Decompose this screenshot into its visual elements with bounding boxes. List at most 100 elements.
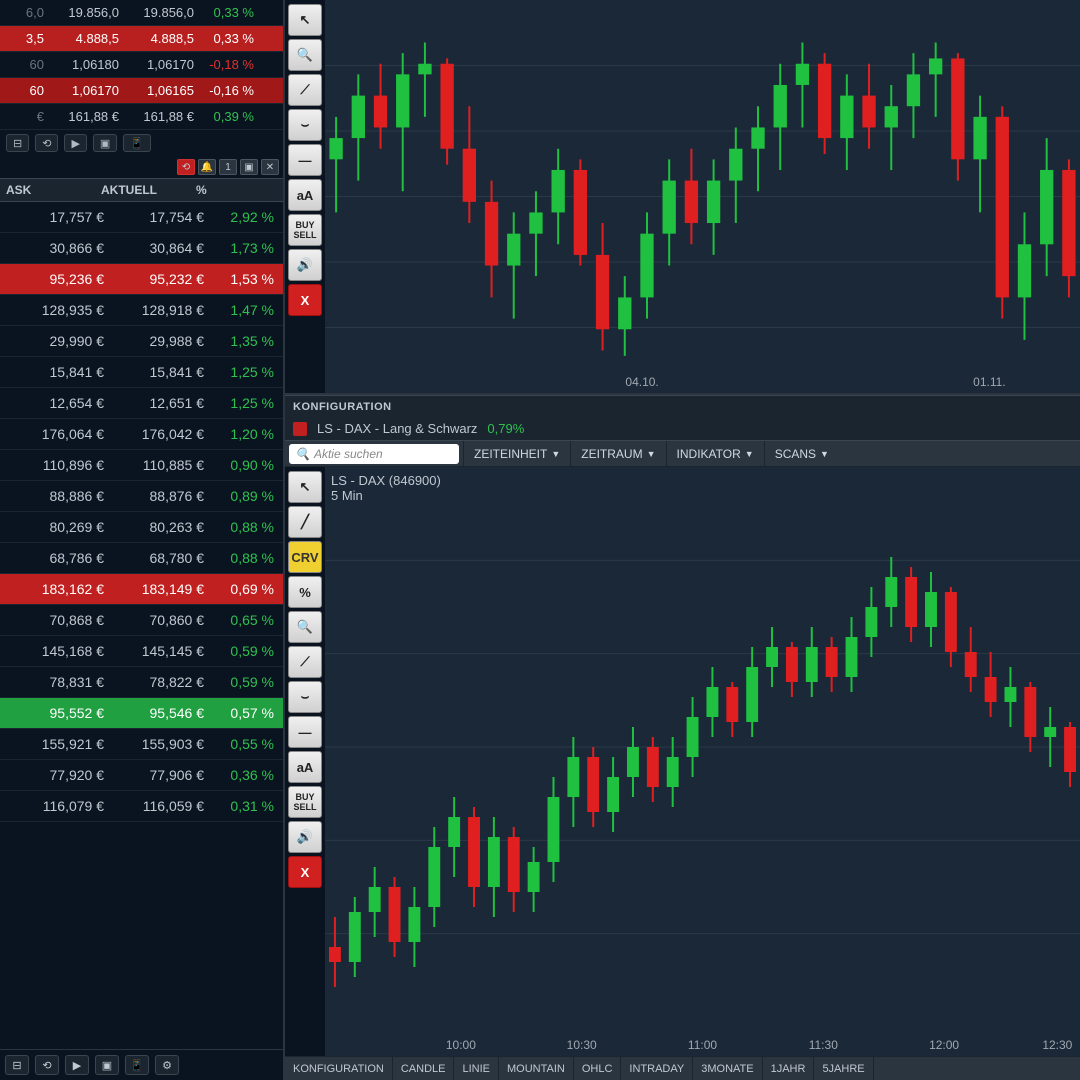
top-chart-canvas[interactable]: 04.10.01.11. — [325, 0, 1080, 393]
chart-tool-button[interactable]: ⌣ — [288, 109, 322, 141]
watchlist-row[interactable]: 29,990 €29,988 €1,35 % — [0, 326, 283, 357]
watchlist-row[interactable]: 17,757 €17,754 €2,92 % — [0, 202, 283, 233]
x-axis-label: 01.11. — [973, 375, 1005, 389]
view-mode-button[interactable]: LINIE — [454, 1057, 499, 1080]
x-axis-label: 10:00 — [446, 1038, 476, 1052]
top-chart-panel: ↖🔍⟋⌣—aABUYSELL🔊X 04.10.01.11. — [285, 0, 1080, 395]
x-axis-label: 10:30 — [567, 1038, 597, 1052]
top-quote-table: 6,019.856,019.856,00,33 %3,54.888,54.888… — [0, 0, 283, 130]
chart-tool-button[interactable]: ╱ — [288, 506, 322, 538]
watchlist-row[interactable]: 77,920 €77,906 €0,36 % — [0, 760, 283, 791]
watchlist-row[interactable]: 110,896 €110,885 €0,90 % — [0, 450, 283, 481]
top-chart-tools: ↖🔍⟋⌣—aABUYSELL🔊X — [285, 0, 325, 393]
chart-tool-button[interactable]: BUYSELL — [288, 214, 322, 246]
x-axis-label: 12:00 — [929, 1038, 959, 1052]
toolbar-button[interactable]: ⚙ — [155, 1055, 179, 1075]
chart-tool-button[interactable]: 🔊 — [288, 821, 322, 853]
watchlist-row[interactable]: 30,866 €30,864 €1,73 % — [0, 233, 283, 264]
toolbar-button[interactable]: 📱 — [125, 1055, 149, 1075]
watchlist-body[interactable]: 17,757 €17,754 €2,92 %30,866 €30,864 €1,… — [0, 202, 283, 1049]
chart-tool-button[interactable]: ↖ — [288, 4, 322, 36]
bot-chart-tools: ↖╱CRV%🔍⟋⌣—aABUYSELL🔊X — [285, 467, 325, 1056]
watchlist-row[interactable]: 12,654 €12,651 €1,25 % — [0, 388, 283, 419]
watchlist-row[interactable]: 128,935 €128,918 €1,47 % — [0, 295, 283, 326]
chart-tool-button[interactable]: ↖ — [288, 471, 322, 503]
watchlist-row[interactable]: 145,168 €145,145 €0,59 % — [0, 636, 283, 667]
toolbar-button[interactable]: ⟲ — [35, 134, 58, 152]
view-mode-button[interactable]: 1JAHR — [763, 1057, 815, 1080]
col-aktuell: AKTUELL — [95, 183, 190, 197]
chart-tool-button[interactable]: 🔍 — [288, 611, 322, 643]
watchlist-row[interactable]: 68,786 €68,780 €0,88 % — [0, 543, 283, 574]
watchlist-row[interactable]: 95,552 €95,546 €0,57 % — [0, 698, 283, 729]
quote-row[interactable]: €161,88 €161,88 €0,39 % — [0, 104, 283, 130]
mini-button[interactable]: ▣ — [240, 159, 258, 175]
chart-tool-button[interactable]: X — [288, 284, 322, 316]
search-placeholder: Aktie suchen — [314, 447, 383, 461]
view-mode-button[interactable]: 5JAHRE — [814, 1057, 873, 1080]
toolbar-button[interactable]: ⟲ — [35, 1055, 59, 1075]
toolbar-button[interactable]: ▣ — [93, 134, 117, 152]
bot-chart-menu: 🔍 Aktie suchen ZEITEINHEIT▼ZEITRAUM▼INDI… — [285, 441, 1080, 467]
chart-title-text: LS - DAX - Lang & Schwarz — [317, 421, 477, 436]
toolbar-button[interactable]: ⊟ — [5, 1055, 29, 1075]
toolbar-button[interactable]: ⊟ — [6, 134, 29, 152]
chart-tool-button[interactable]: 🔍 — [288, 39, 322, 71]
mini-button[interactable]: 1 — [219, 159, 237, 175]
toolbar-button[interactable]: ▶ — [64, 134, 86, 152]
konfiguration-bar[interactable]: KONFIGURATION — [285, 395, 1080, 417]
view-mode-button[interactable]: KONFIGURATION — [285, 1057, 393, 1080]
chart-tool-button[interactable]: CRV — [288, 541, 322, 573]
quote-row[interactable]: 6,019.856,019.856,00,33 % — [0, 0, 283, 26]
toolbar-button[interactable]: ▣ — [95, 1055, 119, 1075]
mini-button[interactable]: ✕ — [261, 159, 279, 175]
bot-chart-canvas[interactable]: LS - DAX (846900) 5 Min 10:00 10:30 11:00 1… — [325, 467, 1080, 1056]
chart-tool-button[interactable]: — — [288, 144, 322, 176]
view-mode-button[interactable]: OHLC — [574, 1057, 622, 1080]
chart-tool-button[interactable]: aA — [288, 751, 322, 783]
menu-item[interactable]: SCANS▼ — [764, 441, 839, 466]
x-axis-label: 11:00 — [688, 1038, 717, 1052]
menu-item[interactable]: ZEITEINHEIT▼ — [463, 441, 570, 466]
chart-tool-button[interactable]: ⟋ — [288, 74, 322, 106]
watchlist-row[interactable]: 176,064 €176,042 €1,20 % — [0, 419, 283, 450]
watchlist-row[interactable]: 95,236 €95,232 €1,53 % — [0, 264, 283, 295]
chart-tool-button[interactable]: X — [288, 856, 322, 888]
x-axis-label: 12:30 — [1042, 1038, 1072, 1052]
chart-tool-button[interactable]: aA — [288, 179, 322, 211]
watchlist-row[interactable]: 183,162 €183,149 €0,69 % — [0, 574, 283, 605]
watchlist-row[interactable]: 116,079 €116,059 €0,31 % — [0, 791, 283, 822]
watchlist-row[interactable]: 15,841 €15,841 €1,25 % — [0, 357, 283, 388]
watchlist-row[interactable]: 88,886 €88,876 €0,89 % — [0, 481, 283, 512]
chart-info-label: LS - DAX (846900) 5 Min — [331, 473, 441, 503]
view-mode-button[interactable]: 3MONATE — [693, 1057, 762, 1080]
quote-row[interactable]: 601,061701,06165-0,16 % — [0, 78, 283, 104]
watchlist-row[interactable]: 80,269 €80,263 €0,88 % — [0, 512, 283, 543]
chart-tool-button[interactable]: % — [288, 576, 322, 608]
mini-button[interactable]: ⟲ — [177, 159, 195, 175]
view-mode-button[interactable]: CANDLE — [393, 1057, 455, 1080]
menu-item[interactable]: ZEITRAUM▼ — [570, 441, 665, 466]
search-input[interactable]: 🔍 Aktie suchen — [289, 444, 459, 464]
view-mode-button[interactable]: MOUNTAIN — [499, 1057, 574, 1080]
bottom-icon-bar: ⊟ ⟲ ▶ ▣ 📱 ⚙ — [0, 1049, 283, 1080]
chart-tool-button[interactable]: — — [288, 716, 322, 748]
quote-row[interactable]: 601,061801,06170-0,18 % — [0, 52, 283, 78]
chart-tool-button[interactable]: ⟋ — [288, 646, 322, 678]
view-mode-button[interactable]: INTRADAY — [621, 1057, 693, 1080]
bot-chart-panel: ↖╱CRV%🔍⟋⌣—aABUYSELL🔊X LS - DAX (846900) … — [285, 467, 1080, 1056]
chart-tool-button[interactable]: ⌣ — [288, 681, 322, 713]
col-ask: ASK — [0, 183, 95, 197]
toolbar-button[interactable]: ▶ — [65, 1055, 89, 1075]
toolbar-button[interactable]: 📱 — [123, 134, 151, 152]
watchlist-row[interactable]: 70,868 €70,860 €0,65 % — [0, 605, 283, 636]
bot-chart-title: LS - DAX - Lang & Schwarz 0,79% — [285, 417, 1080, 441]
x-axis-label: 11:30 — [809, 1038, 838, 1052]
watchlist-row[interactable]: 78,831 €78,822 €0,59 % — [0, 667, 283, 698]
quote-row[interactable]: 3,54.888,54.888,50,33 % — [0, 26, 283, 52]
chart-tool-button[interactable]: BUYSELL — [288, 786, 322, 818]
menu-item[interactable]: INDIKATOR▼ — [666, 441, 764, 466]
watchlist-row[interactable]: 155,921 €155,903 €0,55 % — [0, 729, 283, 760]
mini-button[interactable]: 🔔 — [198, 159, 216, 175]
chart-tool-button[interactable]: 🔊 — [288, 249, 322, 281]
